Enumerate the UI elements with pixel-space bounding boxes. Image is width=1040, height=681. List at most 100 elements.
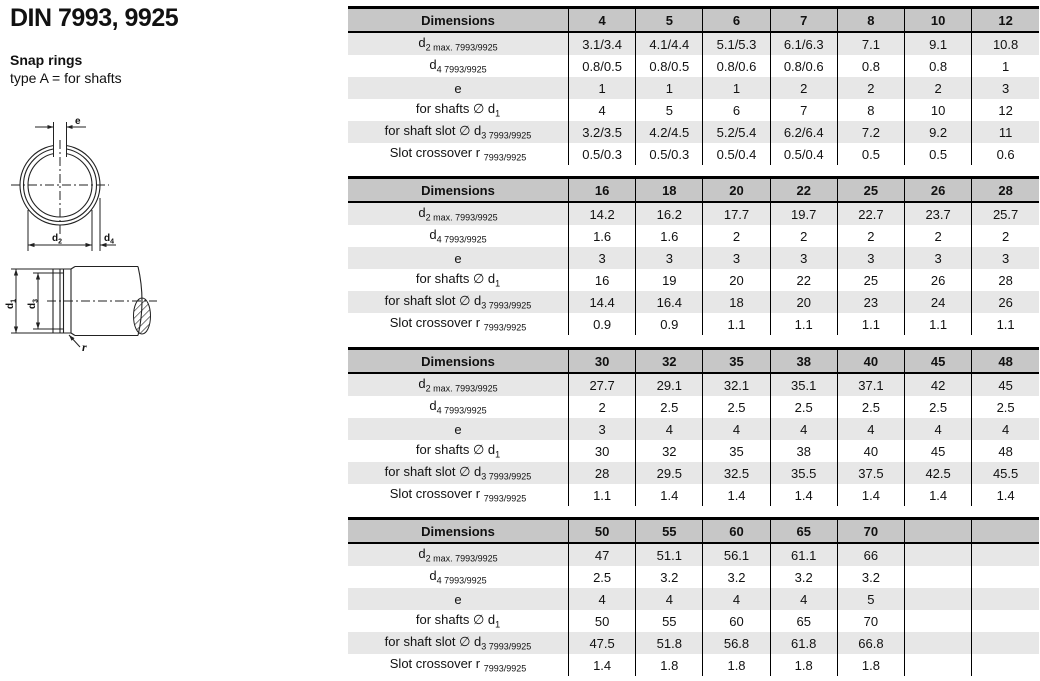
size-column-header: 18 <box>635 177 703 203</box>
size-column-header: 6 <box>702 7 771 33</box>
value-cell: 1.4 <box>971 484 1039 506</box>
type-line: type A = for shafts <box>10 70 122 86</box>
value-cell: 0.9 <box>567 313 636 335</box>
value-cell: 11 <box>971 121 1039 143</box>
value-cell: 9.2 <box>904 121 972 143</box>
value-cell: 3 <box>769 247 838 269</box>
value-cell: 4 <box>769 588 838 610</box>
value-cell: 4 <box>971 418 1039 440</box>
value-cell: 3 <box>971 247 1039 269</box>
dimensions-header: Dimensions <box>348 518 569 544</box>
value-cell: 3 <box>635 247 703 269</box>
row-label: d2 max. 7993/9925 <box>418 205 498 223</box>
size-column-header: 48 <box>971 348 1039 374</box>
value-cell: 1.8 <box>635 654 703 676</box>
value-cell <box>904 654 972 676</box>
value-cell: 4.1/4.4 <box>635 32 703 55</box>
value-cell: 23.7 <box>904 202 972 225</box>
value-cell: 56.1 <box>702 543 771 566</box>
value-cell <box>971 588 1039 610</box>
value-cell: 14.2 <box>567 202 636 225</box>
value-cell: 14.4 <box>567 291 636 313</box>
value-cell: 4 <box>769 418 838 440</box>
value-cell: 2 <box>567 396 636 418</box>
size-column-header: 25 <box>836 177 905 203</box>
value-cell: 0.5/0.3 <box>567 143 636 165</box>
dimension-arrows <box>28 125 107 248</box>
value-cell: 20 <box>702 269 771 291</box>
size-column-header: 70 <box>836 518 905 544</box>
size-column-header <box>904 518 972 544</box>
value-cell: 4.2/4.5 <box>635 121 703 143</box>
value-cell: 4 <box>567 99 636 121</box>
value-cell: 60 <box>702 610 771 632</box>
page-title: DIN 7993, 9925 <box>10 4 179 32</box>
value-cell: 5.1/5.3 <box>702 32 771 55</box>
size-column-header: 50 <box>567 518 636 544</box>
row-label: Slot crossover r 7993/9925 <box>389 145 527 163</box>
value-cell: 1.1 <box>769 313 838 335</box>
shaft-diagram: d1 d3 r <box>5 265 157 354</box>
value-cell: 3.2 <box>769 566 838 588</box>
value-cell <box>971 610 1039 632</box>
row-label: d2 max. 7993/9925 <box>418 35 498 53</box>
dimensions-table-2: Dimensions 16 18 20 22 25 26 28 d2 max. 7993/992… <box>348 176 1039 335</box>
value-cell: 0.8 <box>836 55 905 77</box>
value-cell: 3 <box>904 247 972 269</box>
value-cell: 20 <box>769 291 838 313</box>
value-cell: 3 <box>567 418 636 440</box>
value-cell: 56.8 <box>702 632 771 654</box>
value-cell: 1.1 <box>567 484 636 506</box>
value-cell: 0.8/0.5 <box>635 55 703 77</box>
row-label: for shaft slot ∅ d3 7993/9925 <box>384 464 532 482</box>
value-cell: 2 <box>971 225 1039 247</box>
value-cell: 22.7 <box>836 202 905 225</box>
value-cell: 3.2 <box>836 566 905 588</box>
value-cell: 45 <box>971 373 1039 396</box>
value-cell: 48 <box>971 440 1039 462</box>
value-cell <box>971 543 1039 566</box>
row-label: Slot crossover r 7993/9925 <box>389 315 527 333</box>
value-cell: 40 <box>836 440 905 462</box>
value-cell: 26 <box>971 291 1039 313</box>
value-cell: 26 <box>904 269 972 291</box>
value-cell: 47 <box>567 543 636 566</box>
value-cell: 1.4 <box>904 484 972 506</box>
value-cell <box>904 632 972 654</box>
value-cell: 4 <box>635 588 703 610</box>
value-cell: 32.1 <box>702 373 771 396</box>
value-cell: 16.2 <box>635 202 703 225</box>
value-cell: 10.8 <box>971 32 1039 55</box>
size-column-header: 8 <box>836 7 905 33</box>
size-column-header: 38 <box>769 348 838 374</box>
value-cell <box>971 632 1039 654</box>
dimensions-table-4: Dimensions 50 55 60 65 70 d2 max. 7993/9925 47 5… <box>348 517 1039 676</box>
row-label: d4 7993/9925 <box>429 398 487 416</box>
dim-label-d3: d3 <box>27 299 40 309</box>
value-cell: 1.4 <box>567 654 636 676</box>
value-cell: 42.5 <box>904 462 972 484</box>
dim-label-d2: d2 <box>52 233 62 246</box>
size-column-header: 35 <box>702 348 771 374</box>
value-cell: 51.8 <box>635 632 703 654</box>
value-cell: 0.5 <box>836 143 905 165</box>
value-cell: 3.2/3.5 <box>567 121 636 143</box>
size-column-header: 30 <box>567 348 636 374</box>
value-cell: 1.8 <box>702 654 771 676</box>
value-cell: 37.5 <box>836 462 905 484</box>
value-cell: 16.4 <box>635 291 703 313</box>
dimensions-header: Dimensions <box>348 177 569 203</box>
value-cell: 3 <box>971 77 1039 99</box>
snap-ring-diagram: e d2 d4 <box>11 116 116 251</box>
size-column-header: 22 <box>769 177 838 203</box>
value-cell: 3 <box>567 247 636 269</box>
row-label: e <box>454 591 462 607</box>
value-cell: 55 <box>635 610 703 632</box>
value-cell: 6.1/6.3 <box>769 32 838 55</box>
value-cell: 4 <box>567 588 636 610</box>
value-cell: 0.8/0.5 <box>567 55 636 77</box>
value-cell: 5 <box>836 588 905 610</box>
value-cell: 35.1 <box>769 373 838 396</box>
value-cell: 28 <box>567 462 636 484</box>
value-cell: 1.4 <box>635 484 703 506</box>
